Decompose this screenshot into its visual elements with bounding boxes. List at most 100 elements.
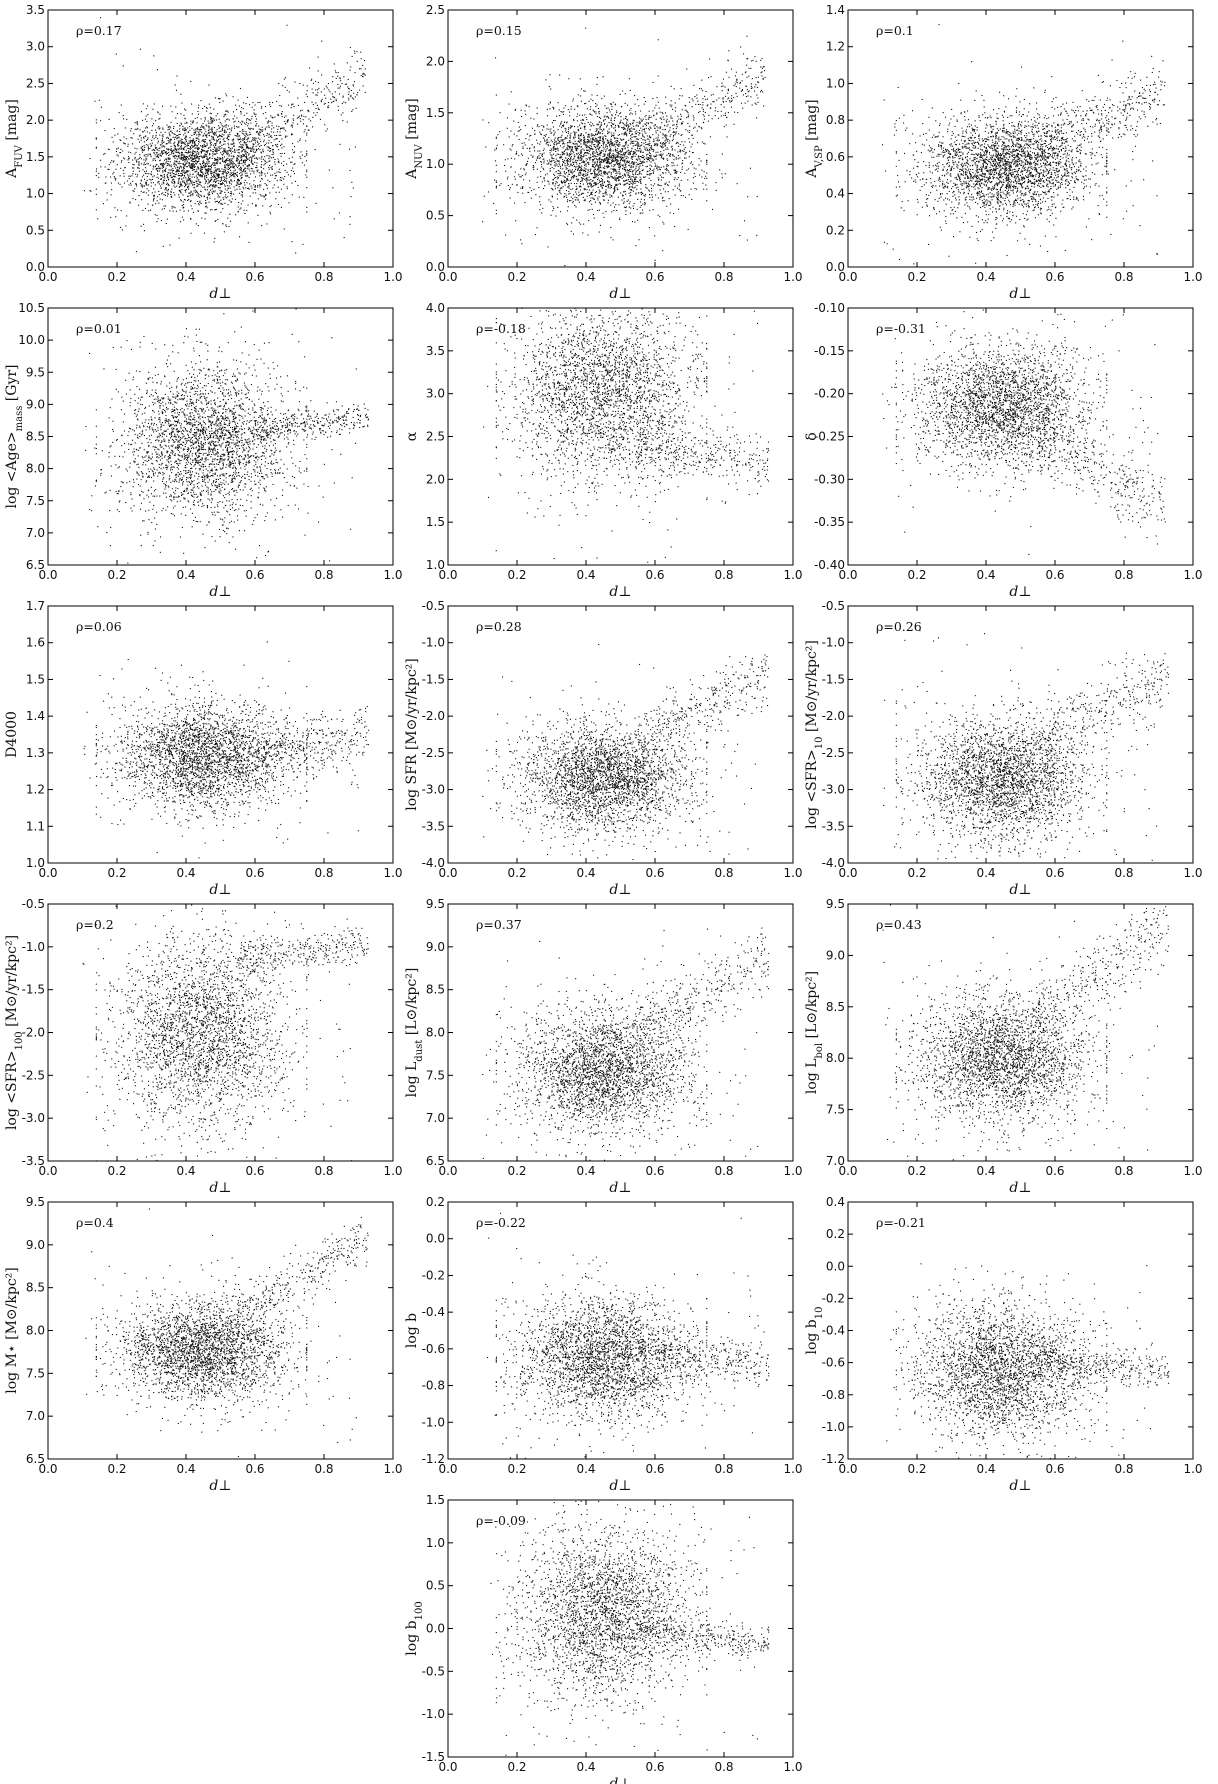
data-point [680, 172, 681, 173]
data-point [134, 153, 135, 154]
data-point [265, 163, 266, 164]
data-point [285, 137, 286, 138]
data-point [195, 192, 196, 193]
data-point [182, 160, 183, 161]
data-point [602, 184, 603, 185]
data-point [239, 139, 240, 140]
data-point [148, 204, 149, 205]
data-point [193, 153, 194, 154]
data-point [605, 138, 606, 139]
data-point [559, 125, 560, 126]
data-point [209, 198, 210, 199]
data-point [183, 115, 184, 116]
data-point [136, 161, 137, 162]
data-point [202, 163, 203, 164]
data-point [685, 197, 686, 198]
data-point [263, 141, 264, 142]
data-point [153, 55, 154, 56]
data-point [242, 147, 243, 148]
data-point [230, 188, 231, 189]
data-point [159, 135, 160, 136]
data-point [173, 211, 174, 212]
data-point [599, 165, 600, 166]
data-point [539, 151, 540, 152]
data-point [549, 142, 550, 143]
data-point [184, 182, 185, 183]
data-point [216, 149, 217, 150]
data-point [171, 150, 172, 151]
data-point [185, 123, 186, 124]
data-point [591, 141, 592, 142]
data-point [183, 143, 184, 144]
data-point [248, 169, 249, 170]
data-point [325, 98, 326, 99]
data-point [350, 70, 351, 71]
data-point [272, 123, 273, 124]
data-point [189, 193, 190, 194]
data-point [663, 147, 664, 148]
data-point [567, 178, 568, 179]
data-point [566, 190, 567, 191]
data-point [525, 110, 526, 111]
data-point [158, 218, 159, 219]
data-point [331, 102, 332, 103]
data-point [555, 151, 556, 152]
data-point [153, 169, 154, 170]
data-point [224, 114, 225, 115]
data-point [574, 171, 575, 172]
data-point [534, 130, 535, 131]
data-point [181, 153, 182, 154]
data-point [205, 173, 206, 174]
data-point [172, 132, 173, 133]
data-point [180, 173, 181, 174]
data-point [161, 188, 162, 189]
data-point [647, 159, 648, 160]
data-point [675, 133, 676, 134]
data-point [600, 126, 601, 127]
data-point [175, 151, 176, 152]
data-point [171, 192, 172, 193]
data-point [175, 146, 176, 147]
data-point [559, 190, 560, 191]
data-point [611, 187, 612, 188]
data-point [649, 135, 650, 136]
data-point [650, 156, 651, 157]
data-point [602, 183, 603, 184]
data-point [198, 211, 199, 212]
data-point [223, 139, 224, 140]
data-point [277, 144, 278, 145]
data-point [335, 91, 336, 92]
data-point [650, 169, 651, 170]
data-point [269, 134, 270, 135]
data-point [223, 144, 224, 145]
data-point [231, 180, 232, 181]
data-point [248, 123, 249, 124]
data-point [206, 161, 207, 162]
data-point [632, 154, 633, 155]
data-point [564, 146, 565, 147]
data-point [333, 101, 334, 102]
data-point [578, 173, 579, 174]
data-point [211, 175, 212, 176]
data-point [514, 203, 515, 204]
data-point [147, 145, 148, 146]
data-point [172, 151, 173, 152]
data-point [279, 95, 280, 96]
data-point [181, 167, 182, 168]
data-point [153, 166, 154, 167]
data-point [227, 118, 228, 119]
data-point [255, 114, 256, 115]
data-point [342, 120, 343, 121]
data-point [234, 176, 235, 177]
data-point [662, 158, 663, 159]
data-point [294, 151, 295, 152]
data-point [271, 142, 272, 143]
data-point [175, 118, 176, 119]
data-point [664, 143, 665, 144]
data-point [225, 180, 226, 181]
data-point [251, 168, 252, 169]
data-point [223, 176, 224, 177]
data-point [497, 134, 498, 135]
data-point [260, 185, 261, 186]
data-point [628, 170, 629, 171]
